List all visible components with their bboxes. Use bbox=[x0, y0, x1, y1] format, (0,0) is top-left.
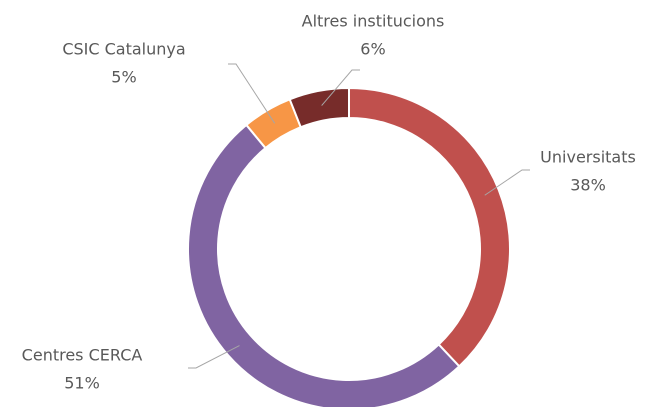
slice-value: 51% bbox=[64, 374, 100, 393]
slice-value: 6% bbox=[360, 40, 385, 59]
slice-value: 38% bbox=[570, 176, 606, 195]
slice bbox=[348, 86, 511, 368]
slice-label: Altres institucions bbox=[302, 12, 445, 31]
slice bbox=[288, 86, 350, 129]
leader-line bbox=[321, 69, 360, 106]
slice bbox=[187, 123, 461, 407]
leader-line bbox=[484, 169, 530, 196]
slice-label: Universitats bbox=[540, 148, 636, 167]
leader-line bbox=[228, 63, 276, 124]
slice-value: 5% bbox=[111, 68, 136, 87]
slice-label: CSIC Catalunya bbox=[62, 40, 185, 59]
leader-line bbox=[188, 345, 240, 369]
slice-label: Centres CERCA bbox=[22, 346, 143, 365]
